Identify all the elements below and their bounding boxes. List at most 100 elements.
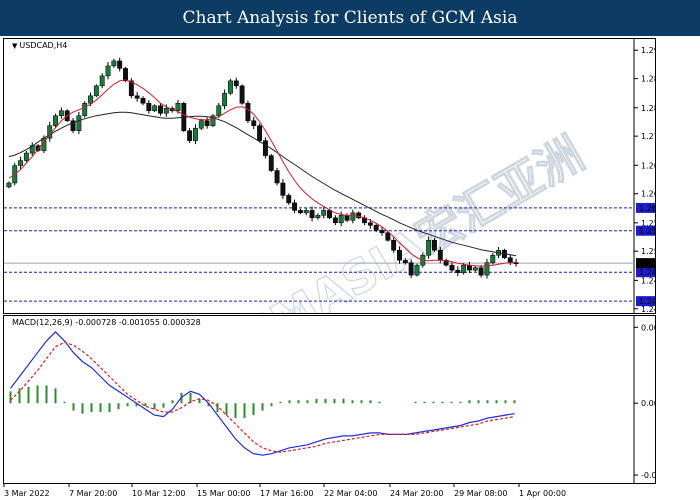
candle-body [35, 145, 41, 151]
macd-panel[interactable]: 0.005111 0.00 -0.004834 MACD(12,26,9) -0.0… [3, 315, 656, 484]
candle-body [99, 75, 105, 87]
time-tick-label: 22 Mar 04:00 [324, 489, 377, 498]
macd-tick-label: 0.005111 [641, 323, 655, 332]
candle-body [204, 120, 210, 126]
time-tick-label: 29 Mar 08:00 [454, 489, 507, 498]
candle-body [268, 155, 274, 171]
candle-body [315, 215, 321, 219]
price-tick-label: 1.26335 [641, 190, 655, 199]
candle-body [23, 152, 29, 161]
signal-line [10, 341, 515, 453]
candle-body [327, 210, 332, 219]
candle-body [70, 120, 76, 131]
price-tick-label: 1.28645 [641, 75, 655, 84]
candle-body [123, 68, 128, 82]
candle-body [490, 254, 496, 263]
candle-body [472, 267, 478, 271]
candle-body [251, 120, 257, 126]
candle-body [245, 103, 251, 121]
candle-body [274, 170, 280, 184]
candle-body [373, 225, 379, 231]
price-chart-panel[interactable]: GCMASIA宏汇亚洲GLOBAL CAPITAL MARKETS1.29215… [3, 38, 656, 314]
level-label: 1.24178 [639, 297, 655, 306]
time-tick-label: 3 Mar 2022 [4, 489, 50, 498]
macd-chart-svg: 0.005111 0.00 -0.004834 [9, 316, 655, 483]
price-tick-label: 1.25180 [641, 247, 655, 256]
candle-body [140, 98, 146, 104]
candle-body [76, 115, 82, 131]
current-price-box [636, 258, 655, 269]
header-banner: Chart Analysis for Clients of GCM Asia [0, 0, 700, 36]
level-label: 1.24758 [639, 268, 655, 277]
candle-body [379, 230, 385, 234]
candle-body [158, 105, 163, 114]
candle-body [443, 259, 449, 266]
candle-body [309, 210, 315, 219]
time-tick-label: 10 Mar 12:00 [132, 489, 185, 498]
slow-moving-average-line [8, 111, 517, 257]
candle-body [6, 182, 12, 188]
time-tick-label: 17 Mar 16:00 [260, 489, 313, 498]
candle-body [332, 217, 338, 224]
candle-body [356, 212, 362, 219]
candle-body [93, 85, 99, 97]
candle-body [88, 95, 93, 104]
candle-body [175, 103, 181, 111]
candle-body [257, 125, 263, 141]
time-axis: 3 Mar 2022 7 Mar 20:00 10 Mar 12:00 15 Mar … [3, 484, 566, 498]
level-label-box [636, 267, 655, 278]
current-price-label: 1.24941 [639, 259, 655, 268]
price-tick-label: 1.27490 [641, 132, 655, 141]
candle-body [408, 262, 414, 276]
symbol-label: ▼ USDCAD,H4 [12, 41, 67, 50]
candle-body [426, 240, 432, 256]
macd-tick-label: 0.00 [641, 399, 655, 408]
candle-body [455, 269, 461, 273]
candle-body [391, 240, 397, 251]
time-tick-label: 15 Mar 00:00 [197, 489, 250, 498]
candle-body [163, 108, 169, 114]
candle-body [286, 195, 292, 204]
price-tick-label: 1.29215 [641, 46, 655, 55]
candle-body [367, 222, 373, 226]
candle-body [239, 85, 245, 104]
candle-body [53, 115, 59, 126]
candle-body [262, 140, 268, 156]
candle-body [478, 267, 484, 276]
candle-body [222, 93, 228, 107]
dropdown-triangle-icon: ▼ [12, 42, 18, 50]
candle-body [117, 60, 123, 69]
banner-title: Chart Analysis for Clients of GCM Asia [182, 8, 518, 28]
level-label-box [636, 202, 655, 213]
candle-body [338, 215, 344, 224]
candle-body [198, 120, 204, 129]
candle-body [18, 160, 24, 166]
time-tick-label: 1 Apr 00:00 [519, 489, 566, 498]
candle-body [227, 80, 233, 94]
macd-line [10, 331, 515, 456]
fast-moving-average-line [8, 79, 517, 267]
candle-body [385, 232, 391, 241]
candle-body [128, 80, 134, 97]
candle-body [193, 127, 198, 141]
candle-body [303, 210, 309, 214]
level-label-box [636, 225, 655, 236]
candle-body [58, 110, 64, 116]
candle-body [344, 215, 350, 221]
candle-body [152, 105, 158, 111]
candle-body [134, 95, 140, 99]
candle-body [233, 80, 239, 87]
price-tick-label: 1.24025 [641, 305, 655, 313]
level-label: 1.25591 [639, 227, 655, 236]
candle-body [210, 115, 216, 126]
price-tick-label: 1.24595 [641, 276, 655, 285]
candle-body [507, 257, 513, 263]
candle-body [321, 210, 327, 216]
candle-body [82, 103, 88, 116]
candle-body [297, 210, 303, 214]
candle-body [402, 259, 408, 263]
symbol-text: USDCAD,H4 [19, 41, 68, 50]
price-tick-label: 1.25750 [641, 219, 655, 228]
time-tick-label: 24 Mar 20:00 [390, 489, 443, 498]
candle-body [466, 264, 472, 271]
